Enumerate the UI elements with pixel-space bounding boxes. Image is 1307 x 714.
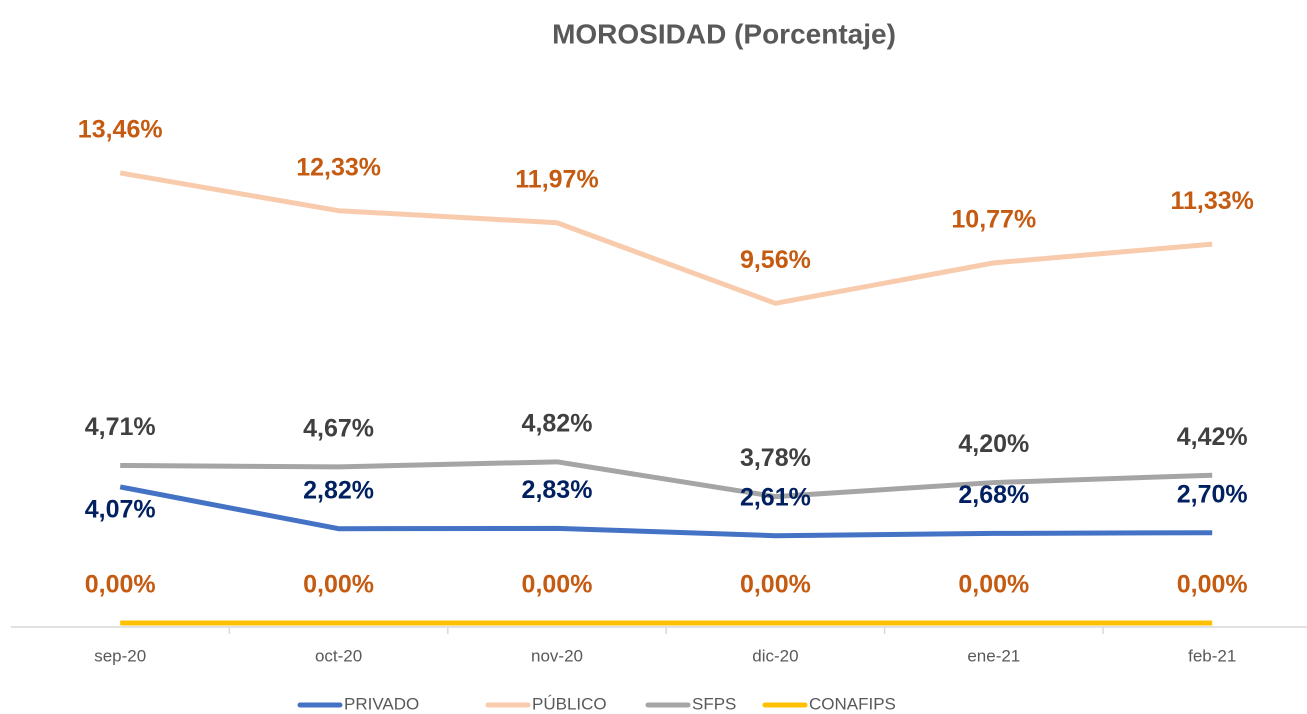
data-label: 4,20% — [958, 430, 1029, 458]
data-label: 0,00% — [958, 571, 1029, 599]
data-label: 13,46% — [78, 116, 163, 144]
x-tick-label: oct-20 — [315, 646, 362, 665]
data-label: 10,77% — [951, 205, 1036, 233]
data-label: 2,61% — [740, 483, 811, 511]
data-label: 0,00% — [1177, 571, 1248, 599]
data-label: 11,97% — [515, 165, 598, 193]
data-label: 0,00% — [85, 571, 156, 599]
x-tick-label: dic-20 — [752, 646, 798, 665]
data-label: 4,82% — [522, 409, 593, 437]
data-label: 9,56% — [740, 246, 811, 274]
data-label: 0,00% — [303, 571, 374, 599]
data-label: 4,71% — [85, 413, 156, 441]
legend-label: PÚBLICO — [532, 694, 607, 713]
legend-label: PRIVADO — [344, 694, 419, 713]
series-line — [119, 484, 1213, 539]
x-tick-label: sep-20 — [94, 646, 146, 665]
data-label: 2,70% — [1177, 480, 1248, 508]
data-label: 3,78% — [740, 444, 811, 472]
data-label: 12,33% — [296, 153, 381, 181]
data-label: 2,83% — [522, 476, 593, 504]
data-label: 4,07% — [85, 496, 156, 524]
data-label: 2,68% — [958, 481, 1029, 509]
x-tick-label: ene-21 — [967, 646, 1020, 665]
series-line — [119, 170, 1213, 306]
legend-label: SFPS — [692, 694, 736, 713]
data-label: 4,67% — [303, 414, 374, 442]
data-label: 2,82% — [303, 476, 374, 504]
data-label: 0,00% — [522, 571, 593, 599]
legend-label: CONAFIPS — [809, 694, 896, 713]
x-tick-label: nov-20 — [531, 646, 583, 665]
series-line — [120, 459, 1213, 500]
x-tick-label: feb-21 — [1188, 646, 1236, 665]
chart-title: MOROSIDAD (Porcentaje) — [552, 18, 896, 49]
data-label: 4,42% — [1177, 423, 1248, 451]
data-label: 11,33% — [1170, 187, 1253, 215]
data-label: 0,00% — [740, 571, 811, 599]
